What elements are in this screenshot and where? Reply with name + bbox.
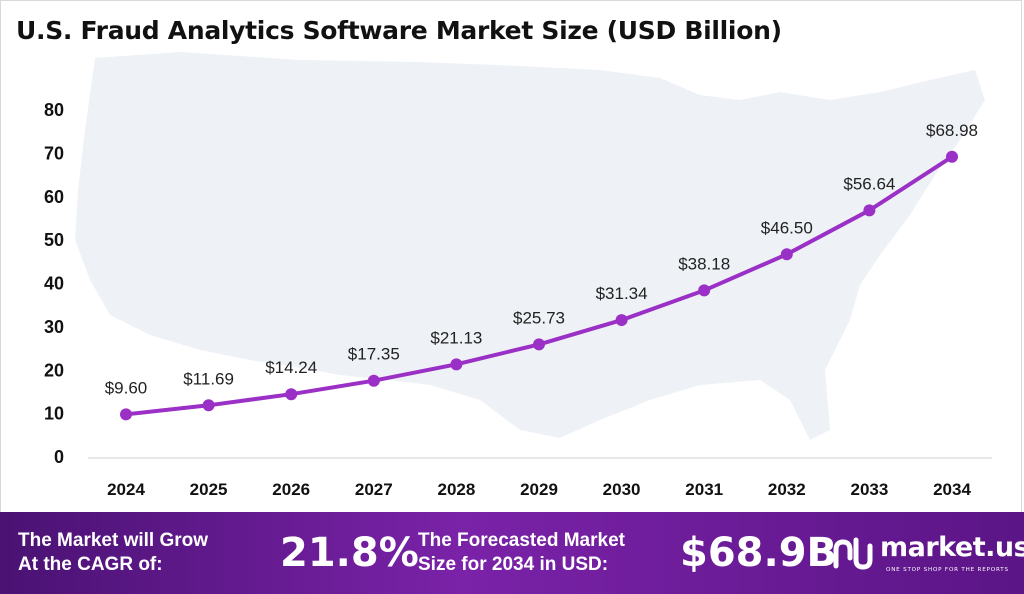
y-tick-label: 70 — [44, 143, 64, 163]
cagr-caption-line2: At the CAGR of: — [18, 554, 163, 575]
x-tick-label: 2026 — [272, 480, 310, 499]
y-tick-label: 0 — [54, 447, 64, 467]
x-tick-label: 2034 — [933, 480, 971, 499]
data-label: $21.13 — [430, 328, 482, 347]
data-label: $38.18 — [678, 254, 730, 273]
data-point — [285, 388, 298, 401]
data-point — [615, 314, 628, 327]
x-tick-label: 2027 — [355, 480, 393, 499]
x-axis: 2024 2025 2026 2027 2028 2029 2030 2031 2032 2033… — [88, 457, 992, 499]
data-label: $31.34 — [596, 284, 648, 303]
data-point — [202, 399, 215, 412]
data-point — [120, 408, 132, 421]
footer-banner: The Market will Grow At the CAGR of: 21.… — [0, 512, 1024, 594]
us-map-silhouette — [75, 52, 985, 440]
y-axis: 0 10 20 30 40 50 60 70 80 — [44, 100, 64, 467]
y-tick-label: 80 — [44, 100, 64, 120]
x-tick-label: 2030 — [603, 480, 641, 499]
y-tick-label: 10 — [44, 404, 64, 424]
y-tick-label: 40 — [44, 274, 64, 294]
data-point — [698, 284, 711, 297]
data-label: $56.64 — [843, 174, 895, 193]
data-label: $17.35 — [348, 345, 400, 364]
x-tick-label: 2029 — [520, 480, 558, 499]
forecast-value: $68.9B — [680, 530, 838, 576]
x-tick-label: 2024 — [107, 480, 145, 499]
forecast-caption: The Forecasted Market Size for 2034 in U… — [418, 529, 625, 577]
data-label: $68.98 — [926, 121, 978, 140]
data-point — [533, 338, 545, 351]
cagr-caption: The Market will Grow At the CAGR of: — [18, 529, 208, 577]
x-tick-label: 2028 — [437, 480, 475, 499]
brand-tagline: ONE STOP SHOP FOR THE REPORTS — [886, 567, 1009, 573]
data-label: $46.50 — [761, 218, 813, 237]
x-tick-label: 2032 — [768, 480, 806, 499]
data-label: $14.24 — [265, 358, 317, 377]
forecast-caption-line1: The Forecasted Market — [418, 530, 625, 551]
market-us-logo-icon — [833, 537, 873, 570]
data-point — [946, 150, 958, 163]
data-point — [863, 204, 876, 217]
y-tick-label: 60 — [44, 187, 64, 207]
data-label: $11.69 — [183, 369, 234, 388]
data-point — [780, 248, 793, 261]
x-tick-label: 2025 — [190, 480, 228, 499]
forecast-caption-line2: Size for 2034 in USD: — [418, 554, 609, 575]
y-tick-label: 50 — [44, 230, 64, 250]
cagr-caption-line1: The Market will Grow — [18, 530, 209, 551]
y-tick-label: 30 — [44, 317, 64, 337]
cagr-value: 21.8% — [280, 530, 419, 576]
y-tick-label: 20 — [44, 360, 64, 380]
data-label: $25.73 — [513, 308, 565, 327]
chart-title: U.S. Fraud Analytics Software Market Siz… — [16, 16, 782, 45]
data-label: $9.60 — [105, 378, 148, 397]
data-point — [450, 358, 463, 371]
series-market-size: $9.60 $11.69 $14.24 $17.35 $21.13 $25.73 $31.3… — [105, 121, 978, 421]
x-tick-label: 2033 — [850, 480, 888, 499]
data-point — [367, 374, 380, 387]
brand-name: market.us — [880, 532, 1024, 563]
x-tick-label: 2031 — [685, 480, 723, 499]
